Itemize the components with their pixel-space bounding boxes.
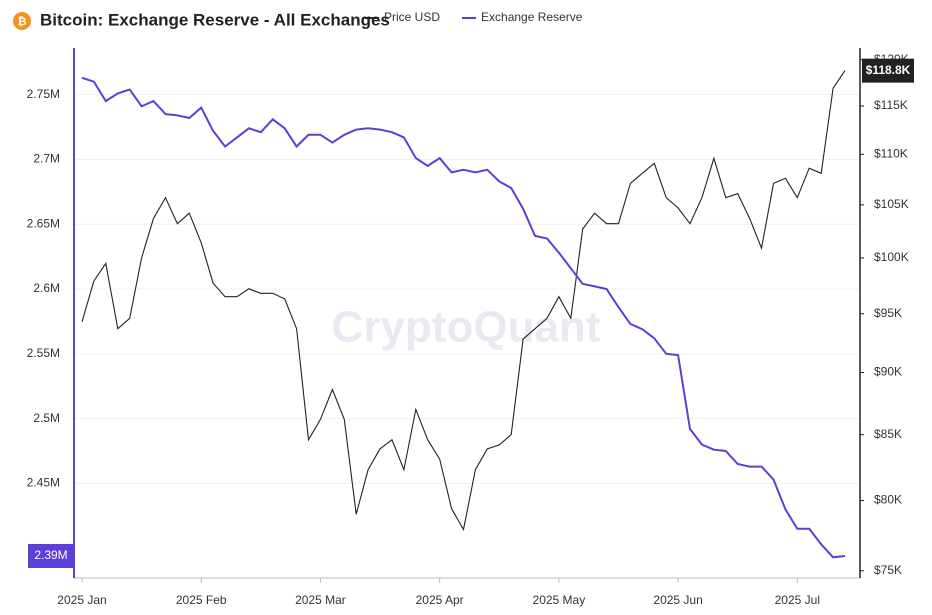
y-tick-label: 2.55M (27, 346, 60, 360)
y-tick-label: 2.65M (27, 216, 60, 230)
last-value-label: $118.8K (866, 63, 911, 77)
x-tick-label: 2025 Apr (416, 593, 464, 607)
watermark: CryptoQuant (332, 303, 601, 352)
x-tick-label: 2025 Jul (775, 593, 820, 607)
y-tick-label: 2.6M (33, 281, 60, 295)
x-tick-label: 2025 Jun (653, 593, 702, 607)
y2-tick-label: $110K (874, 146, 908, 160)
last-value-tag (862, 58, 914, 83)
y-tick-label: 2.75M (27, 87, 60, 101)
x-tick-label: 2025 Jan (57, 593, 106, 607)
y-tick-label: 2.5M (33, 411, 60, 425)
y2-tick-label: $75K (874, 563, 902, 577)
y-tick-label: 2.7M (33, 152, 60, 166)
legend-label: Price USD (384, 10, 440, 24)
legend-label: Exchange Reserve (481, 10, 583, 24)
x-tick-label: 2025 Feb (176, 593, 227, 607)
last-value-tag (28, 543, 74, 568)
x-tick-label: 2025 Mar (295, 593, 346, 607)
y-tick-label: 2.45M (27, 476, 60, 490)
bitcoin-glyph: ₿ (18, 16, 27, 28)
x-tick-label: 2025 May (533, 593, 586, 607)
chart-title: Bitcoin: Exchange Reserve - All Exchange… (40, 10, 390, 29)
y2-tick-label: $80K (874, 493, 902, 507)
last-value-label: 2.39M (34, 548, 67, 562)
series-line (81, 76, 846, 559)
y2-tick-label: $100K (874, 250, 909, 264)
y2-tick-label: $105K (874, 197, 909, 211)
series-line (81, 70, 846, 532)
y2-tick-label: $115K (874, 98, 908, 112)
bitcoin-icon (13, 12, 31, 30)
y2-tick-label: $95K (874, 306, 902, 320)
y2-tick-label: $85K (874, 427, 902, 441)
y2-tick-label: $90K (874, 365, 902, 379)
